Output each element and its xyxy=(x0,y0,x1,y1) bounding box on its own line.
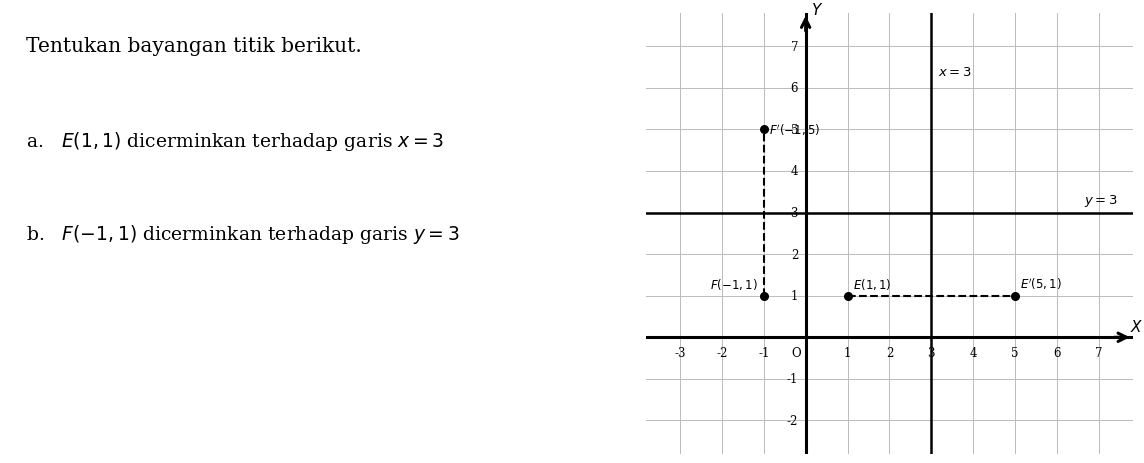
Text: -1: -1 xyxy=(787,373,799,386)
Text: 2: 2 xyxy=(791,248,799,261)
Text: $E(1, 1)$: $E(1, 1)$ xyxy=(852,276,891,291)
Text: 1: 1 xyxy=(791,289,799,302)
Text: a.   $E(1, 1)$ dicerminkan terhadap garis $x = 3$: a. $E(1, 1)$ dicerminkan terhadap garis … xyxy=(26,130,444,153)
Text: 5: 5 xyxy=(1011,347,1019,360)
Text: $F'(-1, 5)$: $F'(-1, 5)$ xyxy=(769,122,820,138)
Text: 4: 4 xyxy=(969,347,977,360)
Text: $E'(5, 1)$: $E'(5, 1)$ xyxy=(1020,275,1063,291)
Text: O: O xyxy=(791,347,801,360)
Text: 7: 7 xyxy=(1095,347,1103,360)
Text: 5: 5 xyxy=(791,124,799,137)
Text: Tentukan bayangan titik berikut.: Tentukan bayangan titik berikut. xyxy=(26,37,362,56)
Text: 7: 7 xyxy=(791,41,799,54)
Text: -3: -3 xyxy=(674,347,685,360)
Text: 3: 3 xyxy=(928,347,935,360)
Text: b.   $F(-1, 1)$ dicerminkan terhadap garis $y = 3$: b. $F(-1, 1)$ dicerminkan terhadap garis… xyxy=(26,222,460,245)
Text: 2: 2 xyxy=(885,347,893,360)
Text: $F(-1, 1)$: $F(-1, 1)$ xyxy=(709,276,757,291)
Text: -2: -2 xyxy=(787,414,799,427)
Text: $Y$: $Y$ xyxy=(811,2,824,18)
Text: 1: 1 xyxy=(844,347,851,360)
Text: 3: 3 xyxy=(791,206,799,219)
Text: $X$: $X$ xyxy=(1130,318,1144,334)
Text: $x = 3$: $x = 3$ xyxy=(938,65,971,78)
Text: 4: 4 xyxy=(791,165,799,178)
Text: -1: -1 xyxy=(758,347,770,360)
Text: -2: -2 xyxy=(716,347,728,360)
Text: $y = 3$: $y = 3$ xyxy=(1085,192,1118,208)
Text: 6: 6 xyxy=(1054,347,1060,360)
Text: 6: 6 xyxy=(791,82,799,95)
